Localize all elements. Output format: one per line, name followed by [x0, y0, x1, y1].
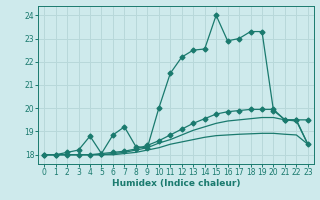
X-axis label: Humidex (Indice chaleur): Humidex (Indice chaleur): [112, 179, 240, 188]
